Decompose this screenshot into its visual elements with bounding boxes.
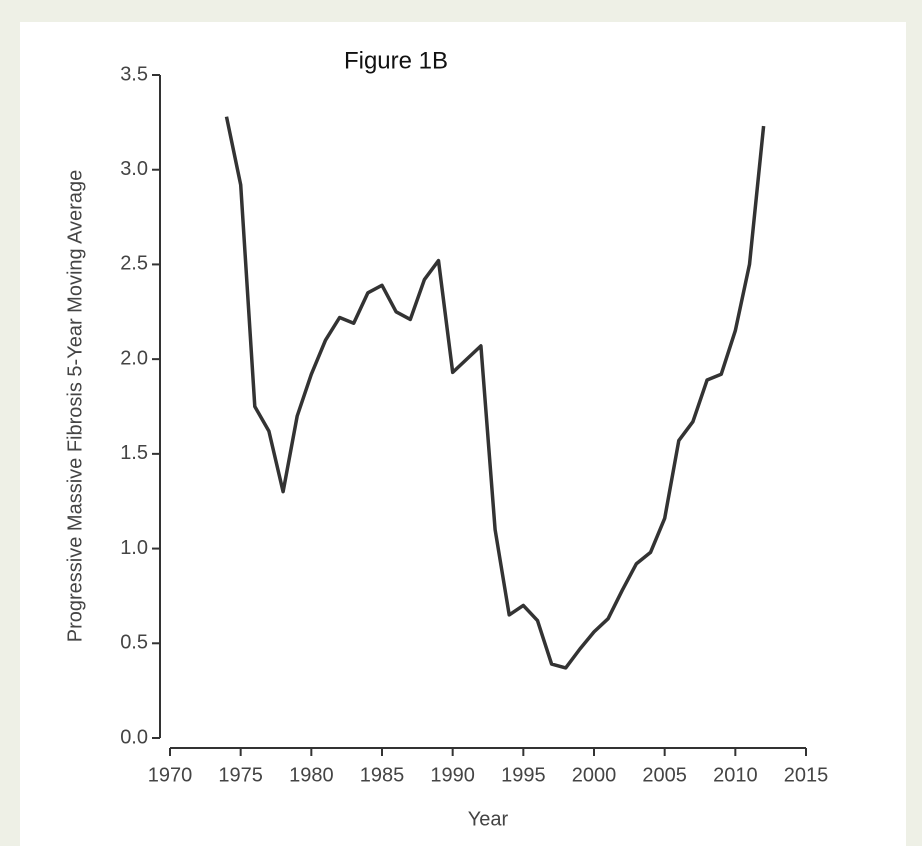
x-tick-label: 2015 (784, 764, 829, 786)
x-tick-label: 1985 (360, 764, 405, 786)
x-tick-label: 1970 (148, 764, 193, 786)
x-tick-label: 2000 (572, 764, 617, 786)
chart-title: Figure 1B (344, 47, 448, 74)
x-tick-label: 2010 (713, 764, 758, 786)
x-tick-label: 1980 (289, 764, 334, 786)
y-tick-label: 3.5 (120, 63, 148, 85)
data-line (224, 116, 766, 670)
y-tick-label: 2.0 (120, 347, 148, 369)
y-axis-label: Progressive Massive Fibrosis 5-Year Movi… (64, 170, 86, 642)
x-tick-label: 1995 (501, 764, 546, 786)
y-tick-label: 2.5 (120, 253, 148, 275)
x-axis-label: Year (468, 808, 509, 830)
y-tick-label: 0.0 (120, 726, 148, 748)
x-tick-label: 1990 (430, 764, 475, 786)
panel (20, 22, 906, 846)
y-tick-label: 0.5 (120, 632, 148, 654)
x-tick-label: 2005 (642, 764, 687, 786)
x-tick-label: 1975 (218, 764, 263, 786)
y-tick-label: 1.5 (120, 442, 148, 464)
y-tick-label: 1.0 (120, 537, 148, 559)
y-tick-label: 3.0 (120, 158, 148, 180)
